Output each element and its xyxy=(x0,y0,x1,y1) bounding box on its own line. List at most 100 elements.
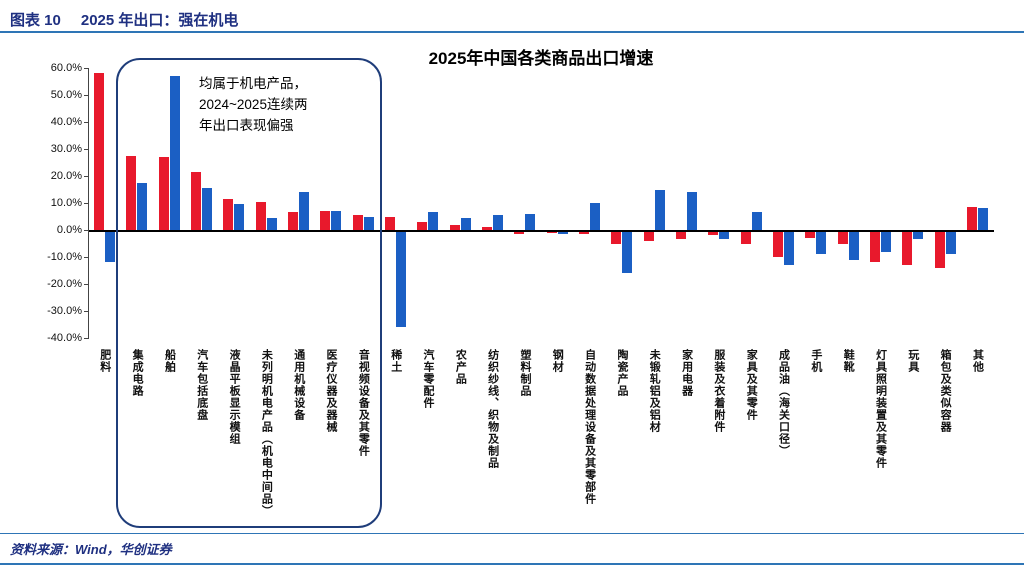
bar-blue xyxy=(493,215,504,230)
y-tick-mark xyxy=(84,149,89,150)
bar-blue xyxy=(783,230,794,266)
y-tick-mark xyxy=(84,311,89,312)
bar-blue xyxy=(686,192,697,230)
chart-title: 2025年中国各类商品出口增速 xyxy=(428,49,654,68)
bar-red xyxy=(611,230,622,244)
bar-blue xyxy=(977,208,988,230)
x-category-label: 家用电器 xyxy=(680,349,693,397)
bar-blue xyxy=(945,230,956,255)
x-category-label: 纺织纱线、织物及制品 xyxy=(486,349,499,469)
y-tick-mark xyxy=(84,257,89,258)
x-category-label: 农产品 xyxy=(454,349,467,385)
x-category-label: 钢材 xyxy=(551,349,564,373)
bar-red xyxy=(158,157,169,230)
bar-blue xyxy=(460,217,471,230)
bar-red xyxy=(772,230,783,257)
bar-red xyxy=(966,207,977,230)
bar-red xyxy=(708,230,719,236)
bar-red xyxy=(482,227,493,230)
x-category-label: 自动数据处理设备及其零部件 xyxy=(583,349,596,505)
y-tick-label: 30.0% xyxy=(50,143,82,155)
x-category-label: 肥料 xyxy=(98,349,111,373)
bar-blue xyxy=(299,192,310,230)
plot-area xyxy=(89,68,994,338)
x-category-label: 鞋靴 xyxy=(842,349,855,373)
bar-blue xyxy=(654,189,665,230)
bar-red xyxy=(934,230,945,268)
y-tick-mark xyxy=(84,68,89,69)
y-tick-label: 40.0% xyxy=(50,116,82,128)
bar-blue xyxy=(525,213,536,230)
x-category-label: 稀土 xyxy=(389,349,402,373)
x-category-label: 灯具照明装置及其零件 xyxy=(874,349,887,469)
annotation-highlight-box xyxy=(116,58,382,528)
annotation-text: 均属于机电产品， 2024~2025连续两 年出口表现偏强 xyxy=(199,74,364,137)
figure-number: 图表 10 xyxy=(10,12,61,29)
bar-blue xyxy=(622,230,633,274)
bar-blue xyxy=(848,230,859,260)
bar-blue xyxy=(719,230,730,240)
bar-red xyxy=(578,230,589,235)
bar-red xyxy=(869,230,880,263)
bar-red xyxy=(352,215,363,230)
bar-blue xyxy=(105,230,116,263)
y-tick-label: 0.0% xyxy=(56,224,82,236)
source-note: 资料来源：Wind，华创证券 xyxy=(10,542,172,557)
zero-axis-line xyxy=(89,230,994,232)
bar-blue xyxy=(913,230,924,240)
y-tick-label: 10.0% xyxy=(50,197,82,209)
bar-blue xyxy=(396,230,407,328)
bar-blue xyxy=(428,212,439,230)
x-category-label: 箱包及类似容器 xyxy=(939,349,952,433)
annotation-line-3: 年出口表现偏强 xyxy=(199,117,294,133)
bar-blue xyxy=(816,230,827,255)
bar-red xyxy=(191,171,202,230)
x-category-label: 未锻轧铝及铝材 xyxy=(648,349,661,433)
figure-title: 2025 年出口：强在机电 xyxy=(80,12,239,29)
bar-red xyxy=(417,221,428,230)
x-category-label: 服装及衣着附件 xyxy=(712,349,725,433)
y-tick-mark xyxy=(84,95,89,96)
footer-divider-line xyxy=(0,533,1024,534)
bar-blue xyxy=(751,212,762,230)
bar-blue xyxy=(880,230,891,252)
bar-blue xyxy=(169,76,180,230)
y-tick-label: -20.0% xyxy=(47,278,82,290)
x-category-label: 成品油（海关口径） xyxy=(777,349,790,457)
y-axis: 60.0% 50.0% 40.0% 30.0% 20.0% 10.0% 0.0% -10.0%… xyxy=(0,62,82,344)
bar-red xyxy=(837,230,848,244)
bar-blue xyxy=(363,216,374,230)
y-tick-label: -30.0% xyxy=(47,305,82,317)
bar-red xyxy=(805,230,816,239)
x-category-label: 玩具 xyxy=(906,349,919,373)
x-category-label: 陶瓷产品 xyxy=(615,349,628,397)
x-category-label: 塑料制品 xyxy=(518,349,531,397)
bar-red xyxy=(643,230,654,241)
y-tick-mark xyxy=(84,122,89,123)
y-tick-label: 50.0% xyxy=(50,89,82,101)
bar-blue xyxy=(202,188,213,230)
bar-red xyxy=(902,230,913,266)
bar-red xyxy=(126,155,137,230)
annotation-line-2: 2024~2025连续两 xyxy=(199,96,308,112)
bar-red xyxy=(740,230,751,244)
bar-blue xyxy=(137,182,148,230)
bar-blue xyxy=(557,230,568,235)
bar-red xyxy=(514,230,525,235)
bar-blue xyxy=(331,211,342,230)
page-bottom-line xyxy=(0,563,1024,565)
bar-red xyxy=(385,216,396,230)
x-category-label: 其他 xyxy=(971,349,984,373)
y-tick-label: -10.0% xyxy=(47,251,82,263)
y-tick-label: 60.0% xyxy=(50,62,82,74)
x-category-label: 家具及其零件 xyxy=(745,349,758,421)
x-category-label: 手机 xyxy=(809,349,822,373)
figure-header: 图表 10 2025 年出口：强在机电 xyxy=(10,9,238,30)
bar-blue xyxy=(266,217,277,230)
y-tick-mark xyxy=(84,230,89,231)
bar-red xyxy=(449,224,460,230)
annotation-line-1: 均属于机电产品， xyxy=(199,76,307,91)
bar-blue xyxy=(234,204,245,230)
bar-red xyxy=(94,73,105,230)
